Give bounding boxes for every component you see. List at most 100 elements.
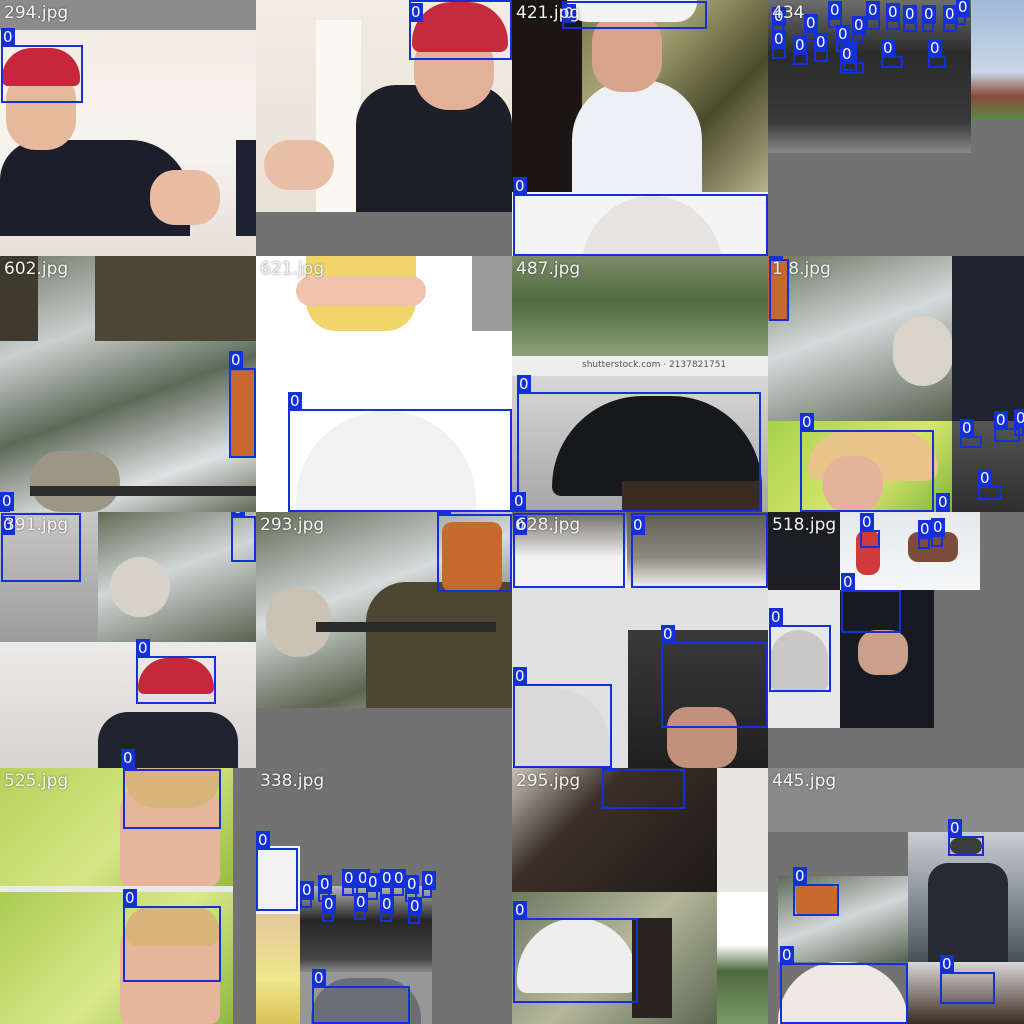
detection-box: 0 xyxy=(922,5,936,32)
detection-box: 0 xyxy=(661,625,768,728)
mosaic-tile: 445.jpg 0 0 0 0 xyxy=(768,768,1024,1024)
detection-class-label: 0 xyxy=(136,639,150,658)
image-filename: 294.jpg xyxy=(4,3,69,23)
detection-class-label: 0 xyxy=(0,492,14,511)
detection-class-label: 0 xyxy=(229,351,243,370)
photo-face xyxy=(592,12,662,92)
detection-box: 0 xyxy=(513,177,768,256)
detection-box: 0 xyxy=(513,901,638,1003)
detection-class-label: 0 xyxy=(288,392,302,411)
detection-class-label: 0 xyxy=(513,516,527,535)
photo-group-bw xyxy=(768,0,971,153)
detection-class-label: 0 xyxy=(886,3,900,22)
detection-box: 0 xyxy=(517,375,761,512)
detection-class-label: 0 xyxy=(931,518,945,537)
photo-orange-goggles xyxy=(231,371,256,456)
photo-jacket-left xyxy=(0,256,38,341)
detection-class-label: 0 xyxy=(513,901,527,920)
photo-field xyxy=(512,256,768,356)
detection-box: 0 xyxy=(1014,409,1024,436)
image-filename: 391.jpg xyxy=(4,515,69,535)
detection-box: 0 xyxy=(0,492,14,512)
photo-red-cap xyxy=(138,658,214,694)
photo-jacket xyxy=(952,256,1024,421)
detection-class-label: 0 xyxy=(405,875,419,894)
detection-class-label: 0 xyxy=(793,867,807,886)
detection-box: 0 xyxy=(769,256,789,321)
detection-class-label: 0 xyxy=(903,5,917,24)
detection-box: 0 xyxy=(780,946,908,1024)
image-filename: 445.jpg xyxy=(772,771,837,791)
detection-class-label: 0 xyxy=(860,513,874,532)
detection-class-label: 0 xyxy=(300,881,314,900)
photo-face xyxy=(858,630,908,675)
image-filename: 295.jpg xyxy=(516,771,581,791)
detection-box: 0 xyxy=(840,45,864,74)
photo-red-cap xyxy=(2,48,80,86)
detection-box: 0 xyxy=(366,873,380,900)
mosaic-tile: 338.jpg 0 0 0 0 0 0 0 0 0 0 0 0 0 0 0 xyxy=(256,768,512,1024)
detection-box: 0 xyxy=(123,768,221,829)
detection-class-label: 0 xyxy=(948,819,962,838)
photo-grey-pad xyxy=(233,768,256,1024)
mosaic-tile: 602.jpg 0 0 xyxy=(0,256,256,512)
detection-class-label: 0 xyxy=(123,768,137,771)
detection-box: 0 xyxy=(121,749,135,768)
detection-class-label: 0 xyxy=(380,895,394,914)
image-filename: 602.jpg xyxy=(4,259,69,279)
detection-box: 0 xyxy=(409,0,512,60)
detection-box: 0 xyxy=(602,768,685,809)
detection-class-label: 0 xyxy=(940,955,954,974)
photo-yellow-bg xyxy=(256,914,300,1024)
image-filename: 621.jpg xyxy=(260,259,325,279)
mosaic-tile: 628.jpg 0 0 0 0 xyxy=(512,512,768,768)
detection-class-label: 0 xyxy=(918,520,932,539)
detection-class-label: 0 xyxy=(562,4,576,23)
detection-box: 0 xyxy=(943,5,957,32)
mosaic-tile: 295.jpg 0 0 xyxy=(512,768,768,1024)
photo-building xyxy=(971,0,1024,120)
photo-jacket xyxy=(366,582,512,708)
detection-box: 0 xyxy=(866,1,880,30)
photo-hair xyxy=(632,918,672,1018)
detection-class-label: 0 xyxy=(392,869,406,888)
mosaic-tile: 1 8.jpg 0 0 0 0 0 0 0 xyxy=(768,256,1024,512)
detection-box: 0 xyxy=(769,608,831,692)
detection-box: 0 xyxy=(918,520,932,549)
detection-box: 0 xyxy=(312,969,410,1024)
photo-watermark-strip xyxy=(0,886,233,892)
detection-box: 0 xyxy=(940,955,995,1004)
mosaic-tile: 293.jpg 0 xyxy=(256,512,512,768)
detection-box: 0 xyxy=(928,39,946,68)
photo-beard xyxy=(622,481,762,512)
photo-hand xyxy=(150,170,220,225)
mosaic-tile: 518.jpg 0 0 0 0 0 xyxy=(768,512,1024,768)
detection-class-label: 0 xyxy=(960,419,974,438)
image-filename: 525.jpg xyxy=(4,771,69,791)
mosaic-tile: 294.jpg 0 xyxy=(0,0,256,256)
photo-face xyxy=(667,707,737,768)
photo-background xyxy=(0,0,256,30)
photo-grey-pad xyxy=(256,708,512,768)
detection-box: 0 xyxy=(800,413,934,512)
detection-box: 0 xyxy=(828,1,842,28)
detection-box: 0 xyxy=(841,573,901,633)
detection-box: 0 xyxy=(229,351,256,458)
photo-red-cap xyxy=(412,2,508,52)
detection-class-label: 0 xyxy=(866,1,880,20)
detection-box: 0 xyxy=(936,493,950,512)
photo-white-cap xyxy=(770,630,828,690)
image-filename: 628.jpg xyxy=(516,515,581,535)
mosaic-tile: 391.jpg 0 0 0 0 xyxy=(0,512,256,768)
detection-box: 0 xyxy=(886,3,900,30)
photo-rifle xyxy=(316,622,496,632)
photo-bucket-hat-left xyxy=(512,512,627,588)
detection-box: 0 xyxy=(123,889,221,982)
detection-class-label: 0 xyxy=(840,45,854,64)
photo-shoulder-white-shirt xyxy=(572,80,702,192)
detection-box: 0 xyxy=(631,513,768,588)
photo-man-coat xyxy=(928,863,1008,962)
detection-class-label: 0 xyxy=(342,869,356,888)
detection-box: 0 xyxy=(852,16,866,43)
